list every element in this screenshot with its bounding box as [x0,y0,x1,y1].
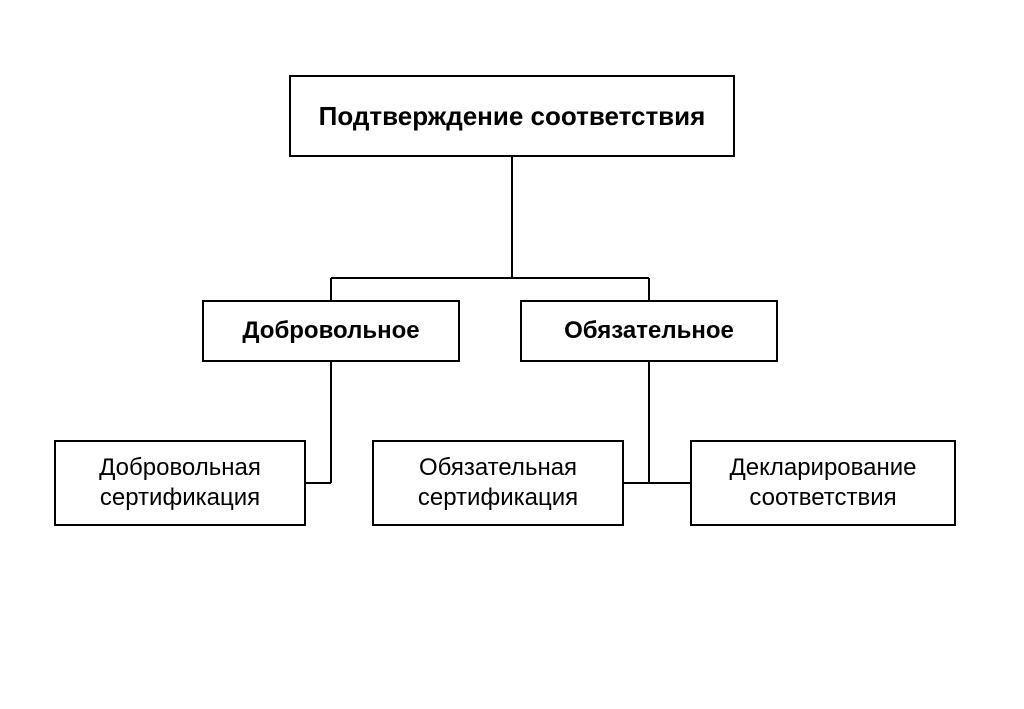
node-declaration: Декларированиесоответствия [690,440,956,526]
node-mandatory-cert-label: Обязательнаясертификация [418,453,578,513]
hierarchy-diagram: Подтверждение соответствия Добровольное … [0,0,1024,709]
node-declaration-label: Декларированиесоответствия [729,453,916,513]
node-voluntary-cert-label: Добровольнаясертификация [99,453,261,513]
node-voluntary-label: Добровольное [242,316,419,346]
node-root: Подтверждение соответствия [289,75,735,157]
node-mandatory-cert: Обязательнаясертификация [372,440,624,526]
node-voluntary: Добровольное [202,300,460,362]
node-voluntary-cert: Добровольнаясертификация [54,440,306,526]
node-root-label: Подтверждение соответствия [319,100,706,133]
node-mandatory-label: Обязательное [564,316,734,346]
node-mandatory: Обязательное [520,300,778,362]
